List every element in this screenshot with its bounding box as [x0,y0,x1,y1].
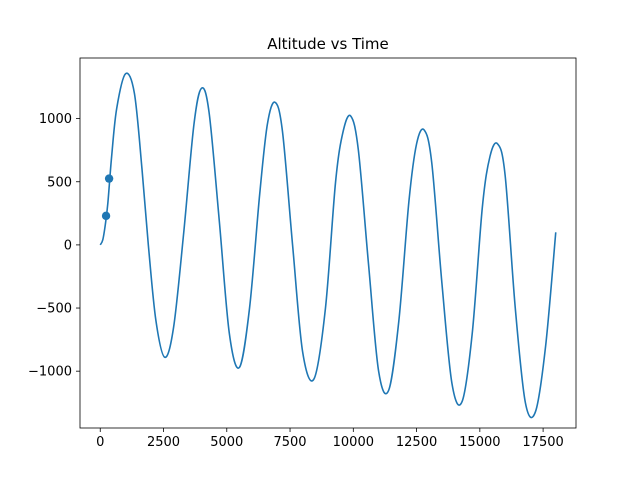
x-tick-label: 2500 [147,435,180,450]
x-axis: 0 2500 5000 7500 10000 12500 15000 17500 [96,428,564,450]
x-tick-label: 0 [96,435,104,450]
scatter-point [101,211,111,221]
y-tick-label: −500 [36,302,72,317]
y-tick-label: 500 [47,175,72,190]
plot-area [99,72,557,419]
altitude-line [99,72,557,419]
x-tick-label: 17500 [522,435,563,450]
y-axis: −1000 −500 0 500 1000 [28,112,80,380]
y-tick-label: 1000 [39,112,72,127]
axes-frame [79,57,577,429]
x-tick-label: 10000 [333,435,374,450]
scatter-point [104,174,114,183]
x-tick-label: 5000 [210,435,243,450]
chart-title: Altitude vs Time [267,35,389,53]
y-tick-label: −1000 [28,365,72,380]
x-tick-label: 15000 [459,435,500,450]
x-tick-label: 7500 [273,435,306,450]
y-tick-label: 0 [64,238,72,253]
x-tick-label: 12500 [396,435,437,450]
